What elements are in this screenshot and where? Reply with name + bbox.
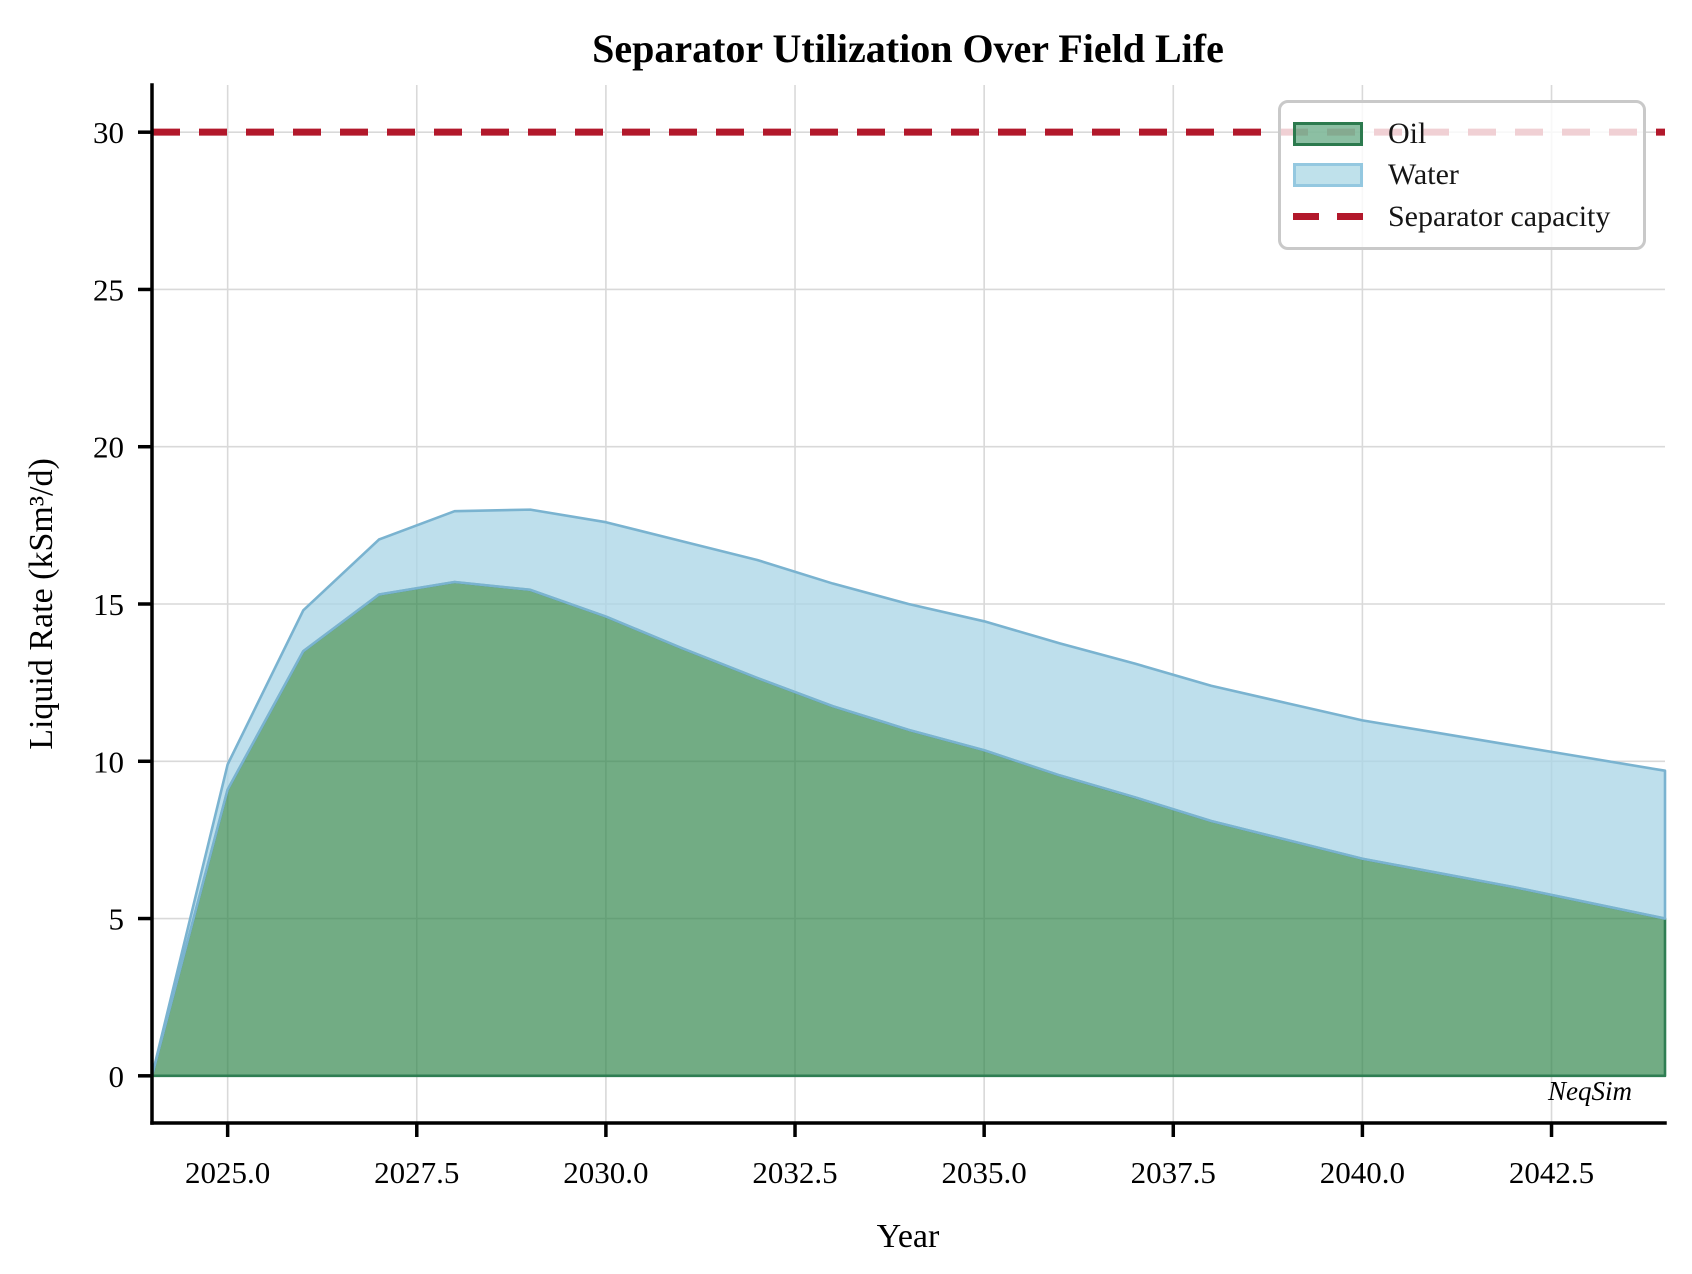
y-tick-label: 15 [93, 587, 124, 622]
x-tick-label: 2025.0 [185, 1155, 270, 1190]
chart-title: Separator Utilization Over Field Life [592, 26, 1224, 71]
legend-item-water: Water [1293, 160, 1633, 190]
water-area [150, 508, 1667, 1078]
capacity-dash-icon [1293, 213, 1363, 220]
plot-area: 2025.0 2027.5 2030.0 2032.5 2035.0 2037.5 2040… [93, 83, 1667, 1190]
x-tick-label: 2032.5 [752, 1155, 837, 1190]
x-tick-label: 2035.0 [942, 1155, 1027, 1190]
y-tick-label: 25 [93, 272, 124, 307]
legend: Oil Water Separator capacity [1278, 100, 1646, 250]
x-tick-label: 2030.0 [563, 1155, 648, 1190]
y-axis-label: Liquid Rate (kSm³/d) [23, 458, 60, 750]
x-axis-label: Year [877, 1218, 940, 1255]
y-tick-label: 20 [93, 430, 124, 465]
water-swatch-icon [1293, 163, 1363, 187]
y-tick-label: 10 [93, 744, 124, 779]
legend-item-oil: Oil [1293, 116, 1633, 150]
legend-label-oil: Oil [1388, 116, 1427, 150]
x-tick-label: 2042.5 [1509, 1155, 1594, 1190]
x-tick-label: 2027.5 [374, 1155, 459, 1190]
legend-label-capacity: Separator capacity [1388, 199, 1611, 233]
y-tick-label: 5 [109, 902, 125, 937]
oil-swatch-icon [1293, 121, 1363, 146]
watermark: NeqSim [1547, 1076, 1632, 1106]
legend-label-water: Water [1388, 158, 1459, 191]
x-tick-label: 2040.0 [1320, 1155, 1405, 1190]
y-tick-label: 30 [93, 115, 124, 150]
x-tick-label: 2037.5 [1131, 1155, 1216, 1190]
y-tick-label: 0 [109, 1059, 125, 1094]
legend-item-capacity: Separator capacity [1293, 199, 1633, 233]
